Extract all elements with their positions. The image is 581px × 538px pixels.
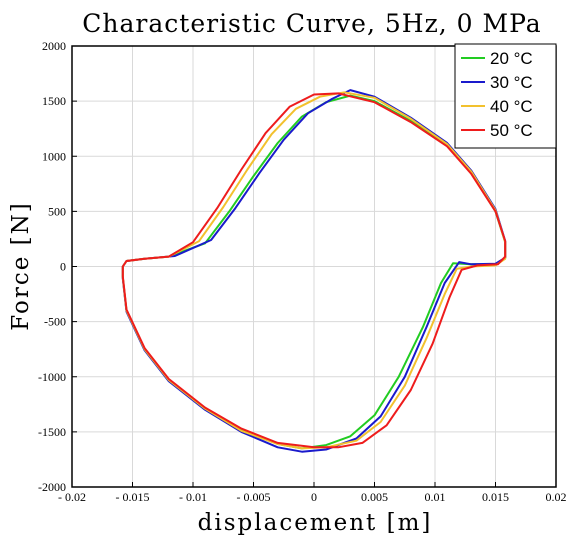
x-tick-label: 0 — [311, 490, 317, 504]
x-tick-label: 0.015 — [482, 490, 509, 504]
y-tick-label: 500 — [48, 204, 66, 218]
y-tick-label: 1000 — [42, 149, 66, 163]
y-tick-label: 0 — [60, 260, 66, 274]
chart-title: Characteristic Curve, 5Hz, 0 MPa — [82, 9, 541, 38]
x-tick-label: 0.02 — [546, 490, 567, 504]
x-tick-label: - 0.01 — [179, 490, 207, 504]
y-tick-label: -1500 — [38, 425, 66, 439]
series-lines — [121, 89, 507, 453]
x-tick-label: 0.005 — [361, 490, 388, 504]
x-tick-label: - 0.015 — [116, 490, 150, 504]
legend-label: 40 °C — [490, 97, 533, 116]
series-line-4 — [121, 92, 507, 449]
grid-lines — [72, 46, 556, 487]
y-axis-label: Force [N] — [8, 201, 34, 330]
y-tick-label: -1000 — [38, 370, 66, 384]
y-tick-label: 1500 — [42, 94, 66, 108]
axis-ticks: - 0.02 - 0.015 - 0.01 - 0.005 0 0.005 0.01 0.01… — [38, 39, 567, 504]
y-tick-label: 2000 — [42, 39, 66, 53]
legend-label: 50 °C — [490, 121, 533, 140]
x-tick-label: - 0.02 — [58, 490, 86, 504]
y-tick-label: -500 — [44, 315, 66, 329]
x-tick-label: 0.01 — [425, 490, 446, 504]
x-tick-label: - 0.005 — [237, 490, 271, 504]
x-axis-label: displacement [m] — [198, 510, 433, 536]
y-tick-label: -2000 — [38, 480, 66, 494]
legend: 20 °C 30 °C 40 °C 50 °C — [454, 43, 557, 149]
legend-label: 30 °C — [490, 73, 533, 92]
legend-label: 20 °C — [490, 49, 533, 68]
